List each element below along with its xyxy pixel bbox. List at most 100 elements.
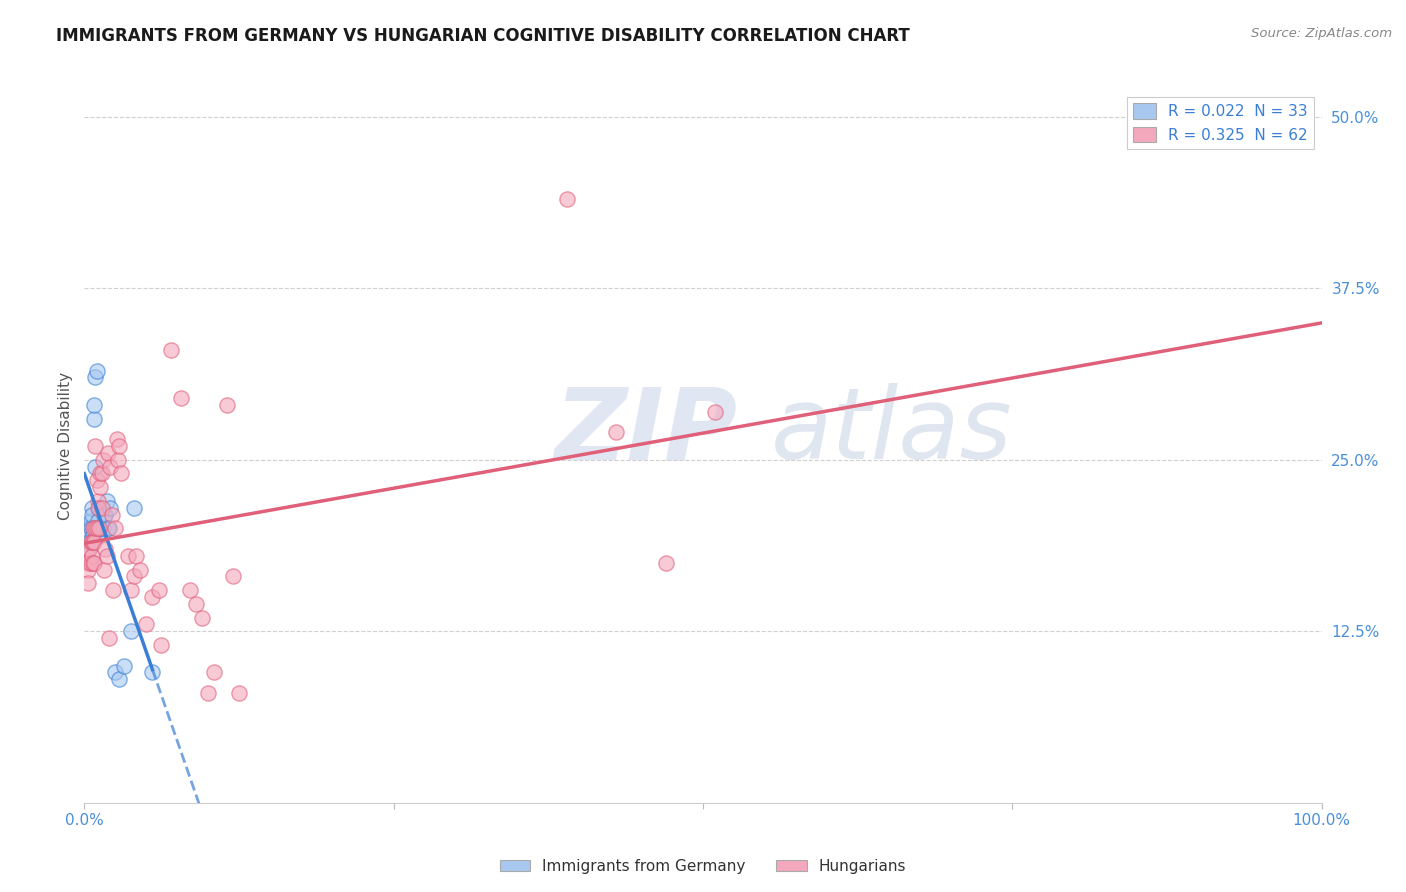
Point — [170, 391, 193, 405]
Point — [160, 343, 183, 357]
Text: Source: ZipAtlas.com: Source: ZipAtlas.com — [1251, 27, 1392, 40]
Point — [79, 535, 101, 549]
Point — [87, 494, 110, 508]
Point — [86, 528, 108, 542]
Point — [79, 556, 101, 570]
Point — [83, 556, 105, 570]
Point — [98, 631, 121, 645]
Point — [202, 665, 225, 680]
Point — [122, 500, 145, 515]
Point — [80, 500, 103, 515]
Point — [76, 521, 98, 535]
Point — [120, 583, 142, 598]
Point — [94, 508, 117, 522]
Point — [77, 562, 100, 576]
Point — [79, 541, 101, 556]
Point — [98, 459, 121, 474]
Point — [100, 508, 122, 522]
Point — [108, 439, 131, 453]
Point — [82, 528, 104, 542]
Point — [83, 411, 105, 425]
Point — [93, 508, 115, 522]
Point — [148, 583, 170, 598]
Point — [94, 541, 117, 556]
Point — [77, 576, 100, 591]
Point — [93, 562, 115, 576]
Point — [141, 665, 163, 680]
Point — [89, 500, 111, 515]
Point — [117, 549, 139, 563]
Point — [89, 480, 111, 494]
Point — [108, 673, 131, 687]
Point — [79, 521, 101, 535]
Point — [79, 556, 101, 570]
Point — [98, 521, 121, 535]
Point — [86, 363, 108, 377]
Point — [555, 192, 578, 206]
Point — [82, 535, 104, 549]
Point — [96, 494, 118, 508]
Point — [197, 686, 219, 700]
Point — [79, 515, 101, 529]
Point — [191, 610, 214, 624]
Point — [82, 556, 104, 570]
Point — [80, 549, 103, 563]
Point — [76, 541, 98, 556]
Point — [90, 500, 112, 515]
Point — [89, 521, 111, 535]
Point — [135, 617, 157, 632]
Point — [79, 535, 101, 549]
Point — [104, 665, 127, 680]
Text: atlas: atlas — [770, 384, 1012, 480]
Point — [97, 446, 120, 460]
Point — [84, 459, 107, 474]
Legend: R = 0.022  N = 33, R = 0.325  N = 62: R = 0.022 N = 33, R = 0.325 N = 62 — [1128, 97, 1315, 149]
Point — [77, 528, 100, 542]
Point — [91, 521, 114, 535]
Point — [83, 398, 105, 412]
Point — [105, 432, 128, 446]
Text: IMMIGRANTS FROM GERMANY VS HUNGARIAN COGNITIVE DISABILITY CORRELATION CHART: IMMIGRANTS FROM GERMANY VS HUNGARIAN COG… — [56, 27, 910, 45]
Point — [84, 370, 107, 384]
Point — [82, 521, 104, 535]
Y-axis label: Cognitive Disability: Cognitive Disability — [58, 372, 73, 520]
Point — [89, 521, 111, 535]
Point — [228, 686, 250, 700]
Point — [98, 500, 121, 515]
Text: ZIP: ZIP — [554, 384, 738, 480]
Point — [112, 658, 135, 673]
Point — [120, 624, 142, 639]
Point — [86, 473, 108, 487]
Point — [79, 541, 101, 556]
Point — [110, 467, 132, 481]
Point — [101, 583, 124, 598]
Point — [179, 583, 201, 598]
Point — [90, 521, 112, 535]
Point — [89, 467, 111, 481]
Point — [107, 452, 129, 467]
Point — [80, 535, 103, 549]
Point — [141, 590, 163, 604]
Point — [125, 549, 148, 563]
Point — [80, 508, 103, 522]
Legend: Immigrants from Germany, Hungarians: Immigrants from Germany, Hungarians — [494, 853, 912, 880]
Point — [96, 549, 118, 563]
Point — [90, 467, 112, 481]
Point — [97, 521, 120, 535]
Point — [84, 439, 107, 453]
Point — [184, 597, 207, 611]
Point — [215, 398, 238, 412]
Point — [605, 425, 627, 440]
Point — [82, 521, 104, 535]
Point — [222, 569, 245, 583]
Point — [91, 452, 114, 467]
Point — [704, 405, 727, 419]
Point — [86, 521, 108, 535]
Point — [87, 515, 110, 529]
Point — [655, 556, 678, 570]
Point — [87, 500, 110, 515]
Point — [83, 535, 105, 549]
Point — [104, 521, 127, 535]
Point — [129, 562, 152, 576]
Point — [84, 521, 107, 535]
